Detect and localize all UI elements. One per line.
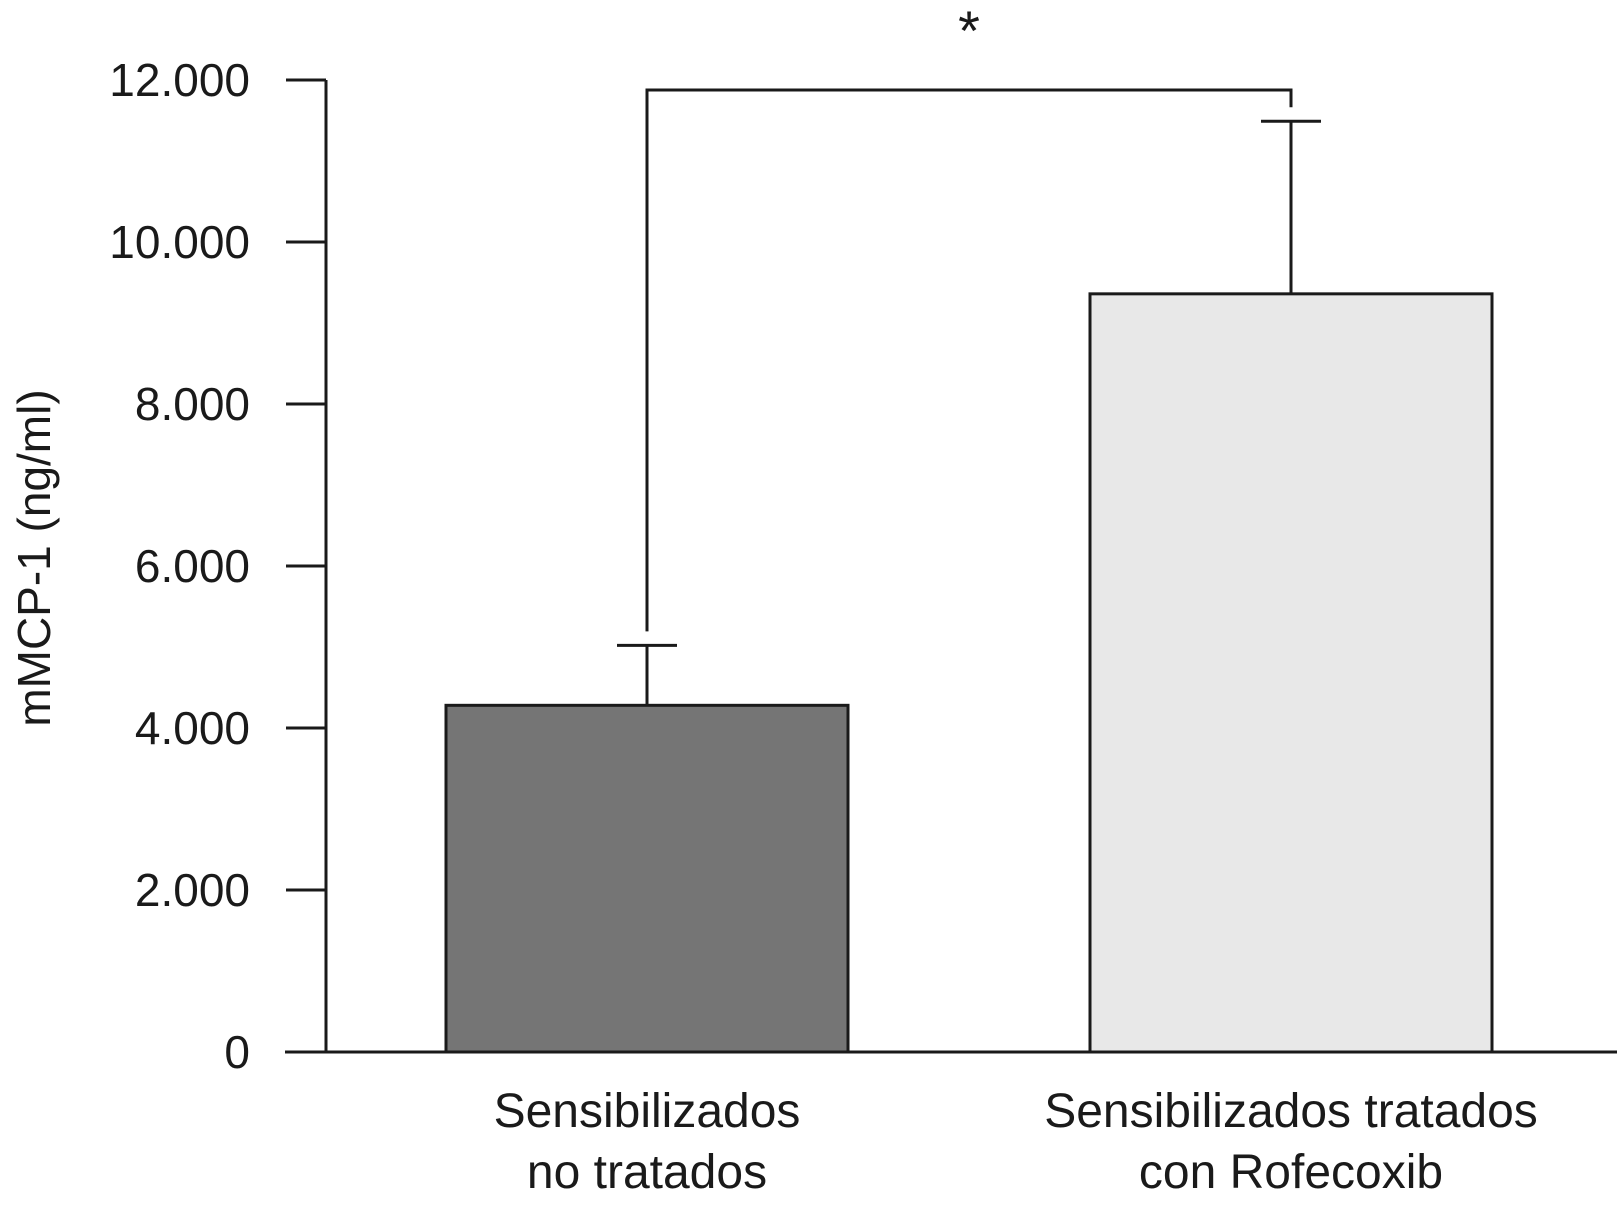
y-axis-ticks: 0 2.000 4.000 6.000 8.000 10.000 12.000 bbox=[109, 54, 326, 1078]
y-tick-label: 6.000 bbox=[135, 540, 250, 592]
y-tick-label: 8.000 bbox=[135, 378, 250, 430]
y-tick-label: 10.000 bbox=[109, 216, 250, 268]
y-tick-label: 0 bbox=[224, 1026, 250, 1078]
bar-1 bbox=[444, 703, 850, 1054]
significance-line bbox=[645, 88, 1293, 632]
category-label-1: no tratados bbox=[527, 1146, 767, 1199]
y-tick-label: 2.000 bbox=[135, 864, 250, 916]
significance-marker: * bbox=[958, 0, 980, 62]
significance-bracket: * bbox=[645, 0, 1293, 632]
category-label-1: Sensibilizados bbox=[494, 1085, 801, 1138]
bars bbox=[444, 292, 1494, 1054]
category-label-2: con Rofecoxib bbox=[1139, 1146, 1443, 1199]
category-label-2: Sensibilizados tratados bbox=[1044, 1085, 1538, 1138]
error-bars bbox=[617, 119, 1321, 706]
y-axis-label: mMCP-1 (ng/ml) bbox=[8, 389, 60, 726]
y-tick-label: 12.000 bbox=[109, 54, 250, 106]
category-labels: Sensibilizados no tratados Sensibilizados … bbox=[494, 1085, 1538, 1199]
bar-2 bbox=[1088, 292, 1494, 1054]
y-tick-label: 4.000 bbox=[135, 702, 250, 754]
